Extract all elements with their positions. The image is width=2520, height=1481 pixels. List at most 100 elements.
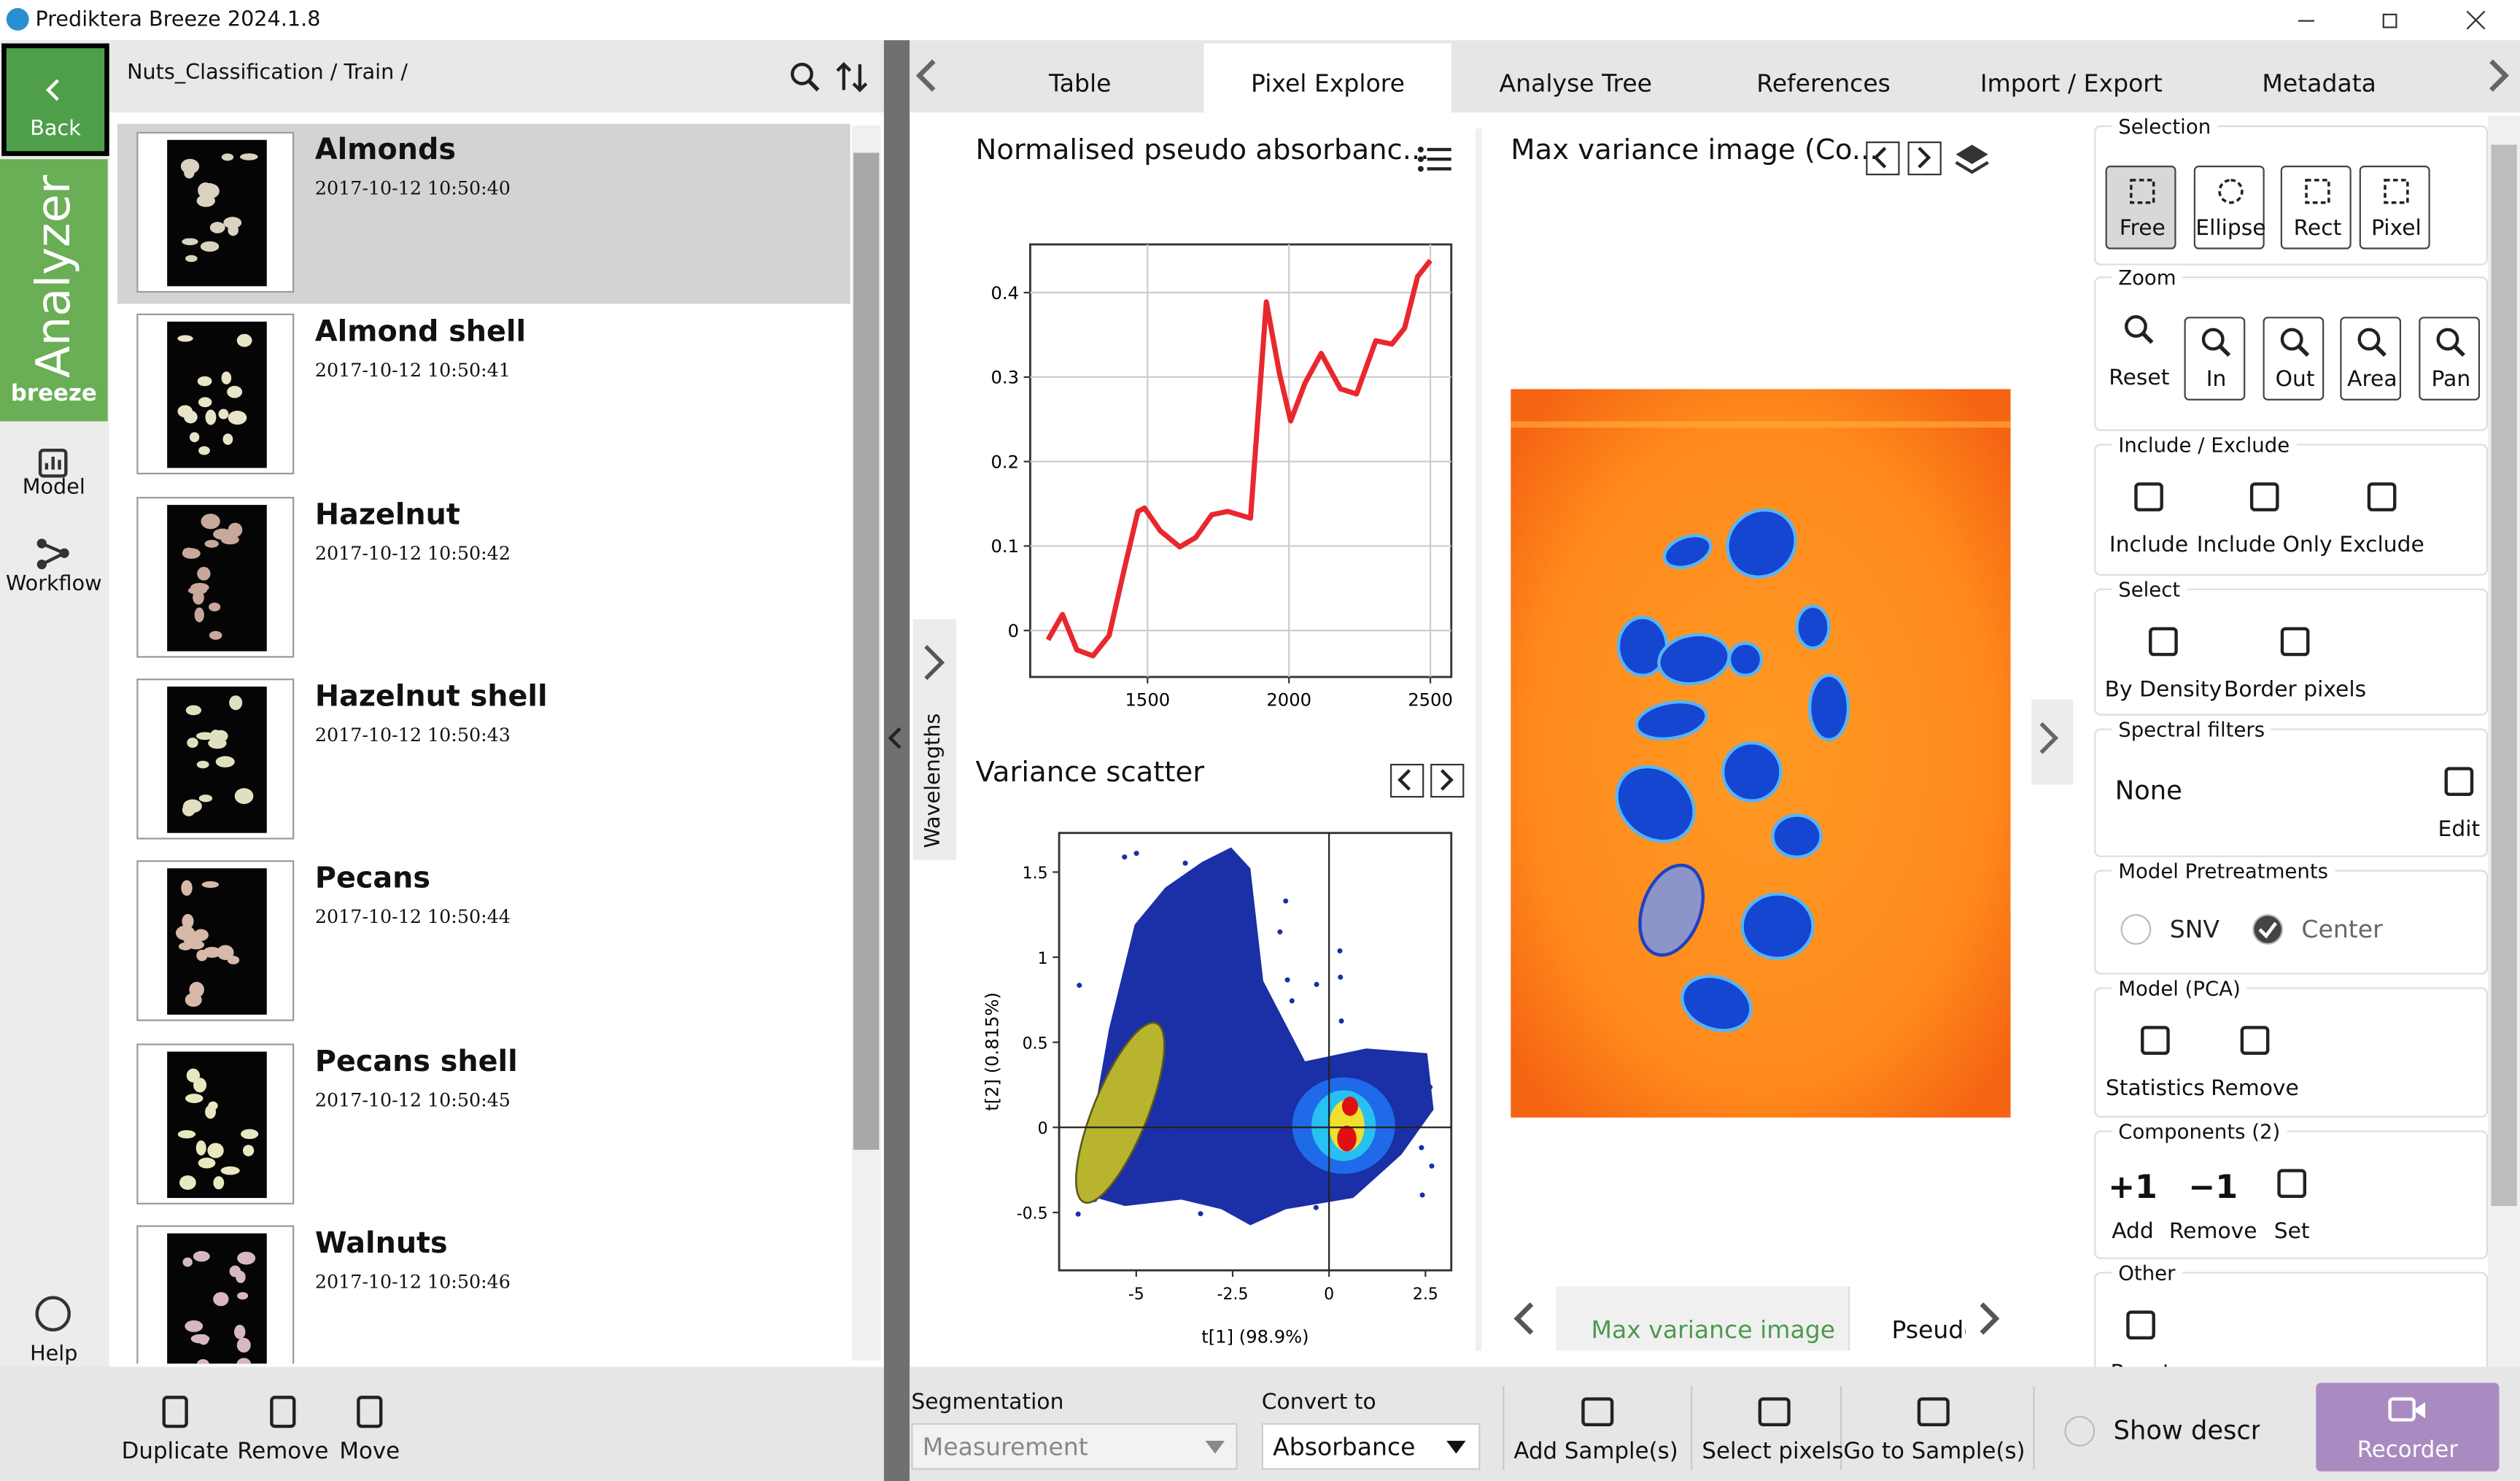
- panel-button[interactable]: Rect: [2280, 166, 2352, 250]
- glyph: [1446, 1440, 1466, 1454]
- nut: [207, 1142, 224, 1158]
- tab[interactable]: References: [1699, 44, 1947, 113]
- score-point: [1332, 1067, 1338, 1072]
- panel-button[interactable]: Reset: [2099, 1302, 2183, 1366]
- panel-button[interactable]: Border pixels: [2224, 619, 2366, 709]
- image-tab[interactable]: [1555, 1286, 1850, 1351]
- button-label: Pixel: [2370, 215, 2422, 241]
- convert-dropdown[interactable]: Absorbance: [1261, 1423, 1481, 1470]
- scatter-nav-button[interactable]: [1390, 763, 1424, 798]
- glyph: [2382, 13, 2397, 28]
- tab[interactable]: Import / Export: [1947, 44, 2195, 113]
- density-blob: [1292, 1077, 1395, 1174]
- sample-item[interactable]: Hazelnut 2017-10-12 10:50:42: [117, 488, 850, 669]
- sample-item[interactable]: Hazelnut shell 2017-10-12 10:50:43: [117, 670, 850, 851]
- nut: [208, 737, 227, 749]
- panel-button[interactable]: Set: [2250, 1161, 2334, 1250]
- nav-item[interactable]: Model: [0, 447, 108, 521]
- nut: [179, 1175, 196, 1189]
- glyph: [2126, 1310, 2155, 1340]
- recorder-button[interactable]: Recorder: [2316, 1383, 2500, 1472]
- nav-item[interactable]: Workflow: [0, 537, 108, 617]
- score-point: [1197, 935, 1203, 941]
- tab-scroll-left: [915, 59, 936, 92]
- description-toggle[interactable]: Show descrip: [2063, 1412, 2260, 1453]
- panel-button[interactable]: Statistics: [2091, 1018, 2219, 1107]
- segmentation-dropdown[interactable]: Measurement: [911, 1423, 1238, 1470]
- button-label: Ellipse: [2195, 215, 2266, 241]
- panel-button[interactable]: Exclude: [2339, 474, 2424, 564]
- sample-item[interactable]: Pecans shell 2017-10-12 10:50:45: [117, 1035, 850, 1215]
- panel-button[interactable]: Include Only: [2197, 474, 2333, 564]
- sample-item[interactable]: Pecans 2017-10-12 10:50:44: [117, 852, 850, 1033]
- bottom-action-button[interactable]: Select pixels: [1684, 1389, 1861, 1473]
- panel-button[interactable]: Reset: [2098, 307, 2182, 397]
- tab[interactable]: Metadata: [2195, 44, 2443, 113]
- bottom-action-button[interactable]: Go to Sample(s): [1843, 1389, 2025, 1473]
- button-icon: [2218, 179, 2244, 204]
- button-label: Set: [2273, 1218, 2310, 1245]
- panel-button[interactable]: Remove: [2211, 1018, 2299, 1107]
- sample-item[interactable]: Almonds 2017-10-12 10:50:40: [117, 123, 850, 304]
- nav-bottom-bg: [0, 1366, 109, 1481]
- panel-button[interactable]: +1 Add: [2091, 1161, 2175, 1250]
- group-title: Selection: [2112, 115, 2217, 139]
- panel-button[interactable]: Ellipse: [2193, 166, 2266, 250]
- score-point: [1251, 1012, 1257, 1018]
- app-icon-circle: [6, 8, 29, 31]
- panel-button[interactable]: −1 Remove: [2169, 1161, 2257, 1250]
- scatter-nav-button[interactable]: [1430, 763, 1465, 798]
- nut: [196, 194, 215, 207]
- button-icon: [2201, 328, 2231, 357]
- sample-action-button[interactable]: Duplicate: [111, 1386, 239, 1470]
- panel-button[interactable]: Out: [2263, 317, 2325, 401]
- tab[interactable]: Table: [956, 44, 1203, 113]
- panel-button[interactable]: Free: [2105, 166, 2176, 250]
- panel-button[interactable]: In: [2184, 317, 2246, 401]
- back-button[interactable]: Back: [1, 43, 109, 156]
- panel-button[interactable]: Edit: [2417, 759, 2488, 848]
- nut: [221, 371, 232, 385]
- sample-item[interactable]: Almond shell 2017-10-12 10:50:41: [117, 306, 850, 487]
- radio-option[interactable]: Center: [2252, 910, 2383, 949]
- button-icon: [2240, 1026, 2270, 1055]
- wavelength-strip[interactable]: [912, 619, 957, 861]
- glyph: [2384, 179, 2409, 204]
- panel-button[interactable]: Pixel: [2359, 166, 2430, 250]
- button-label: Free: [2119, 215, 2166, 241]
- image-nav-button[interactable]: [1907, 141, 1942, 176]
- sample-name: Walnuts: [314, 1226, 448, 1261]
- sample-action-button[interactable]: Remove: [219, 1386, 347, 1470]
- panel-button[interactable]: By Density: [2099, 619, 2228, 709]
- button-icon: [2126, 1310, 2155, 1340]
- score-point: [1222, 1033, 1228, 1039]
- sample-action-button[interactable]: Move: [306, 1386, 434, 1470]
- image-nav-button[interactable]: [1866, 141, 1900, 176]
- nut: [198, 446, 210, 456]
- nut: [228, 411, 247, 425]
- tab[interactable]: Analyse Tree: [1452, 44, 1699, 113]
- panel-button[interactable]: Area: [2340, 317, 2402, 401]
- thumbnail-image: [167, 868, 267, 1016]
- bottom-action-button[interactable]: Add Sample(s): [1508, 1389, 1684, 1473]
- panel-group: Select By Density Border pixels: [2094, 577, 2489, 716]
- nut: [237, 1291, 249, 1299]
- nut: [201, 513, 220, 529]
- panel-group: Model Pretreatments SNV Center: [2094, 858, 2489, 975]
- image-tab-left: [1513, 1302, 1534, 1335]
- sample-item[interactable]: Walnuts 2017-10-12 10:50:46: [117, 1217, 850, 1364]
- panel-button[interactable]: Include: [2107, 474, 2191, 564]
- action-icon: [1758, 1397, 1791, 1427]
- glyph: [2280, 627, 2310, 657]
- nut-blob: [1771, 813, 1823, 859]
- group-title: Include / Exclude: [2112, 432, 2297, 457]
- sample-thumbnail: [136, 131, 295, 293]
- score-point: [1117, 1013, 1123, 1019]
- panel-divider: [1475, 128, 1482, 1351]
- score-point: [1338, 974, 1344, 980]
- radio-option[interactable]: SNV: [2120, 910, 2248, 949]
- panel-button[interactable]: Pan: [2419, 317, 2481, 401]
- glyph: [2373, 344, 2387, 357]
- tab[interactable]: Pixel Explore: [1203, 43, 1452, 113]
- nav-item[interactable]: Help: [0, 1296, 108, 1377]
